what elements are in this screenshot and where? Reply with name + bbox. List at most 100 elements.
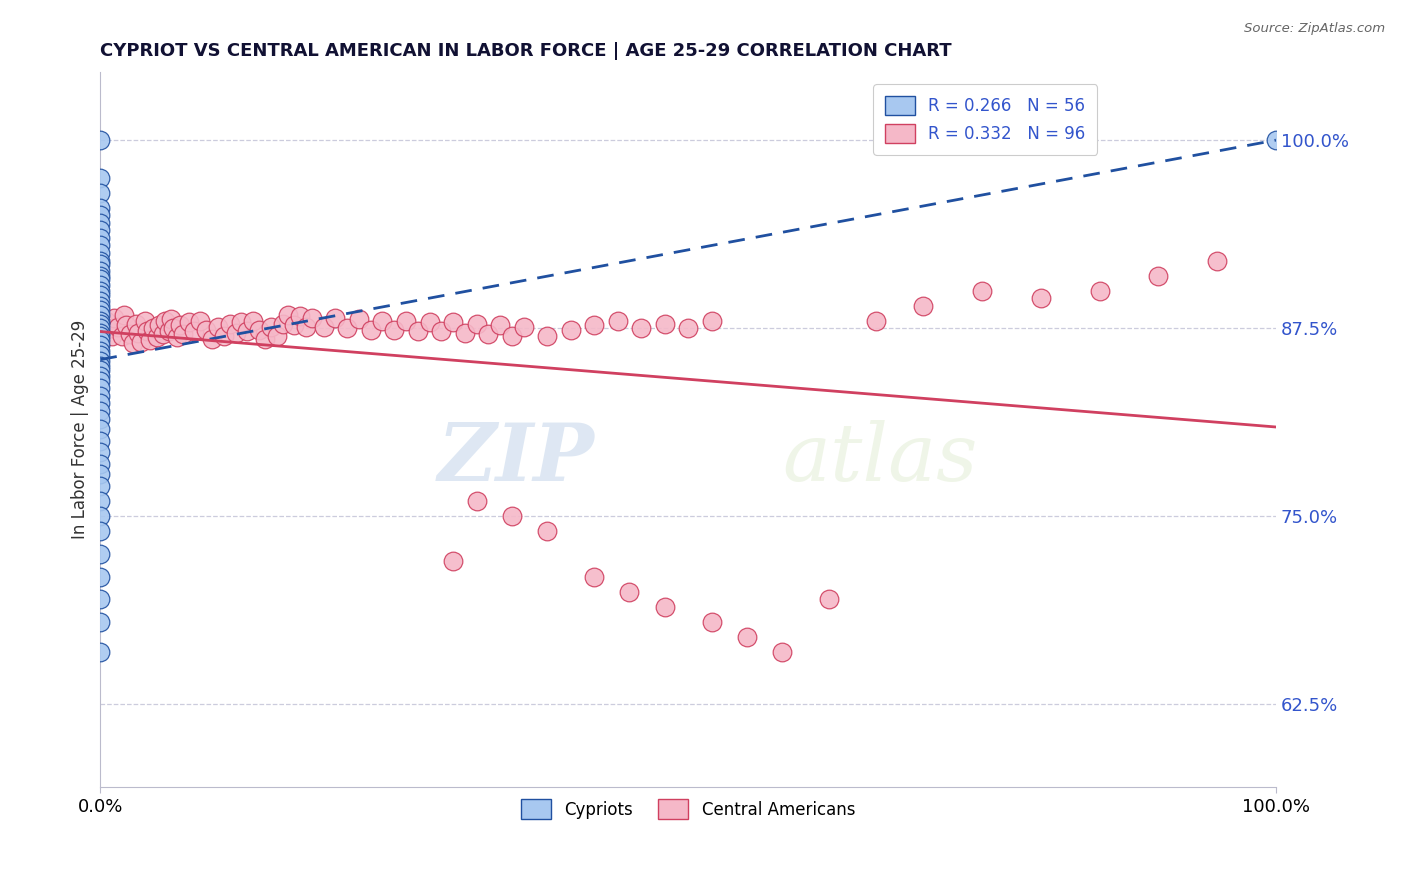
- Point: [418, 315, 440, 329]
- Point: [770, 645, 793, 659]
- Point: [89, 336, 111, 351]
- Point: [195, 323, 218, 337]
- Point: [1206, 253, 1229, 268]
- Point: [138, 333, 160, 347]
- Point: [89, 328, 111, 343]
- Point: [619, 584, 641, 599]
- Point: [146, 330, 169, 344]
- Point: [336, 321, 359, 335]
- Point: [160, 312, 183, 326]
- Point: [89, 396, 111, 410]
- Point: [266, 328, 288, 343]
- Point: [290, 309, 312, 323]
- Point: [89, 547, 111, 561]
- Point: [242, 314, 264, 328]
- Point: [654, 317, 676, 331]
- Point: [89, 411, 111, 425]
- Point: [89, 328, 111, 343]
- Point: [89, 294, 111, 309]
- Point: [157, 324, 180, 338]
- Text: ZIP: ZIP: [437, 419, 595, 497]
- Point: [89, 268, 111, 283]
- Point: [301, 310, 323, 325]
- Point: [89, 264, 111, 278]
- Point: [89, 457, 111, 471]
- Point: [183, 324, 205, 338]
- Point: [89, 404, 111, 418]
- Point: [127, 326, 149, 340]
- Point: [465, 317, 488, 331]
- Text: CYPRIOT VS CENTRAL AMERICAN IN LABOR FORCE | AGE 25-29 CORRELATION CHART: CYPRIOT VS CENTRAL AMERICAN IN LABOR FOR…: [100, 42, 952, 60]
- Point: [89, 326, 111, 340]
- Point: [89, 615, 111, 629]
- Text: atlas: atlas: [782, 419, 977, 497]
- Point: [152, 327, 174, 342]
- Point: [172, 327, 194, 342]
- Point: [89, 277, 111, 292]
- Point: [371, 314, 394, 328]
- Point: [406, 324, 429, 338]
- Point: [89, 253, 111, 268]
- Point: [89, 308, 111, 322]
- Point: [89, 592, 111, 607]
- Point: [89, 288, 111, 302]
- Point: [98, 321, 121, 335]
- Point: [247, 323, 270, 337]
- Point: [325, 310, 347, 325]
- Point: [134, 314, 156, 328]
- Point: [89, 343, 111, 358]
- Point: [218, 317, 240, 331]
- Point: [231, 315, 253, 329]
- Point: [89, 314, 111, 328]
- Point: [382, 323, 405, 337]
- Point: [107, 319, 129, 334]
- Legend: Cypriots, Central Americans: Cypriots, Central Americans: [515, 793, 862, 825]
- Point: [142, 321, 165, 335]
- Point: [89, 444, 111, 458]
- Point: [136, 324, 159, 338]
- Point: [89, 238, 111, 252]
- Point: [89, 223, 111, 237]
- Point: [89, 338, 111, 352]
- Point: [347, 312, 370, 326]
- Point: [1029, 291, 1052, 305]
- Point: [225, 326, 247, 340]
- Point: [112, 308, 135, 322]
- Point: [89, 381, 111, 395]
- Point: [96, 314, 118, 328]
- Point: [89, 201, 111, 215]
- Point: [89, 348, 111, 362]
- Point: [89, 467, 111, 482]
- Point: [606, 314, 628, 328]
- Point: [89, 374, 111, 388]
- Point: [110, 328, 132, 343]
- Point: [583, 318, 606, 333]
- Point: [89, 303, 111, 318]
- Point: [207, 319, 229, 334]
- Point: [89, 569, 111, 583]
- Point: [700, 615, 723, 629]
- Point: [295, 319, 318, 334]
- Point: [89, 133, 111, 147]
- Point: [89, 208, 111, 222]
- Point: [312, 319, 335, 334]
- Point: [89, 170, 111, 185]
- Point: [89, 422, 111, 436]
- Point: [89, 434, 111, 448]
- Point: [501, 328, 523, 343]
- Point: [212, 328, 235, 343]
- Point: [735, 630, 758, 644]
- Point: [1265, 133, 1288, 147]
- Point: [501, 509, 523, 524]
- Point: [1088, 284, 1111, 298]
- Point: [676, 321, 699, 335]
- Point: [89, 317, 111, 331]
- Point: [818, 592, 841, 607]
- Point: [118, 327, 141, 342]
- Point: [441, 315, 464, 329]
- Point: [89, 363, 111, 377]
- Point: [865, 314, 887, 328]
- Point: [89, 216, 111, 230]
- Point: [201, 332, 224, 346]
- Point: [512, 319, 534, 334]
